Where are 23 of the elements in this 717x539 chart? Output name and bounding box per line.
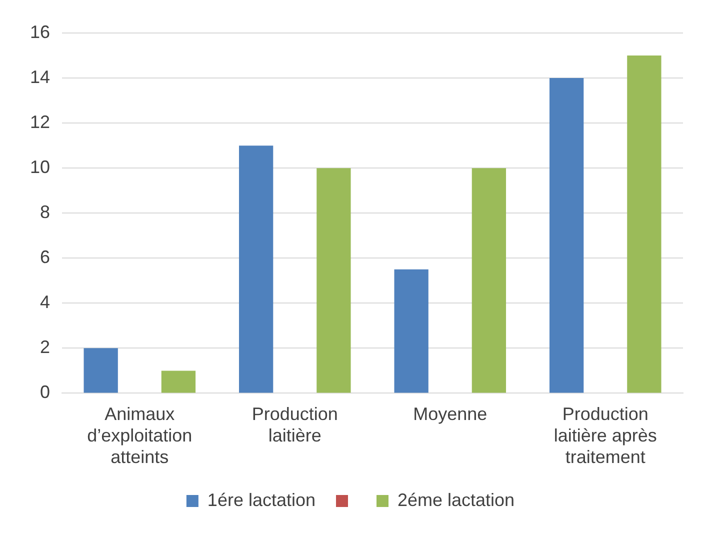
bar: [394, 269, 428, 393]
bar: [472, 168, 506, 393]
y-tick-label: 12: [30, 112, 50, 132]
y-tick-label: 16: [30, 22, 50, 42]
y-tick-label: 4: [40, 292, 50, 312]
bar: [84, 348, 118, 393]
legend-label: 1ére lactation: [207, 490, 316, 510]
y-tick-label: 6: [40, 247, 50, 268]
x-tick-label: Moyenne: [413, 404, 488, 424]
bar: [316, 168, 351, 393]
bar: [239, 146, 274, 393]
y-tick-label: 10: [30, 157, 50, 178]
legend-label: 2éme lactation: [398, 490, 515, 510]
x-tick-label: Production laitière après traitement: [554, 404, 657, 468]
bar: [549, 78, 584, 393]
y-tick-label: 2: [40, 337, 50, 358]
y-tick-label: 14: [30, 66, 50, 87]
x-tick-label: Animaux d’exploitation atteints: [87, 404, 192, 468]
bar: [161, 370, 196, 393]
y-tick-label: 0: [40, 382, 50, 402]
x-tick-label: Production laitière: [252, 404, 338, 446]
bar: [627, 56, 662, 393]
y-tick-label: 8: [40, 202, 50, 222]
